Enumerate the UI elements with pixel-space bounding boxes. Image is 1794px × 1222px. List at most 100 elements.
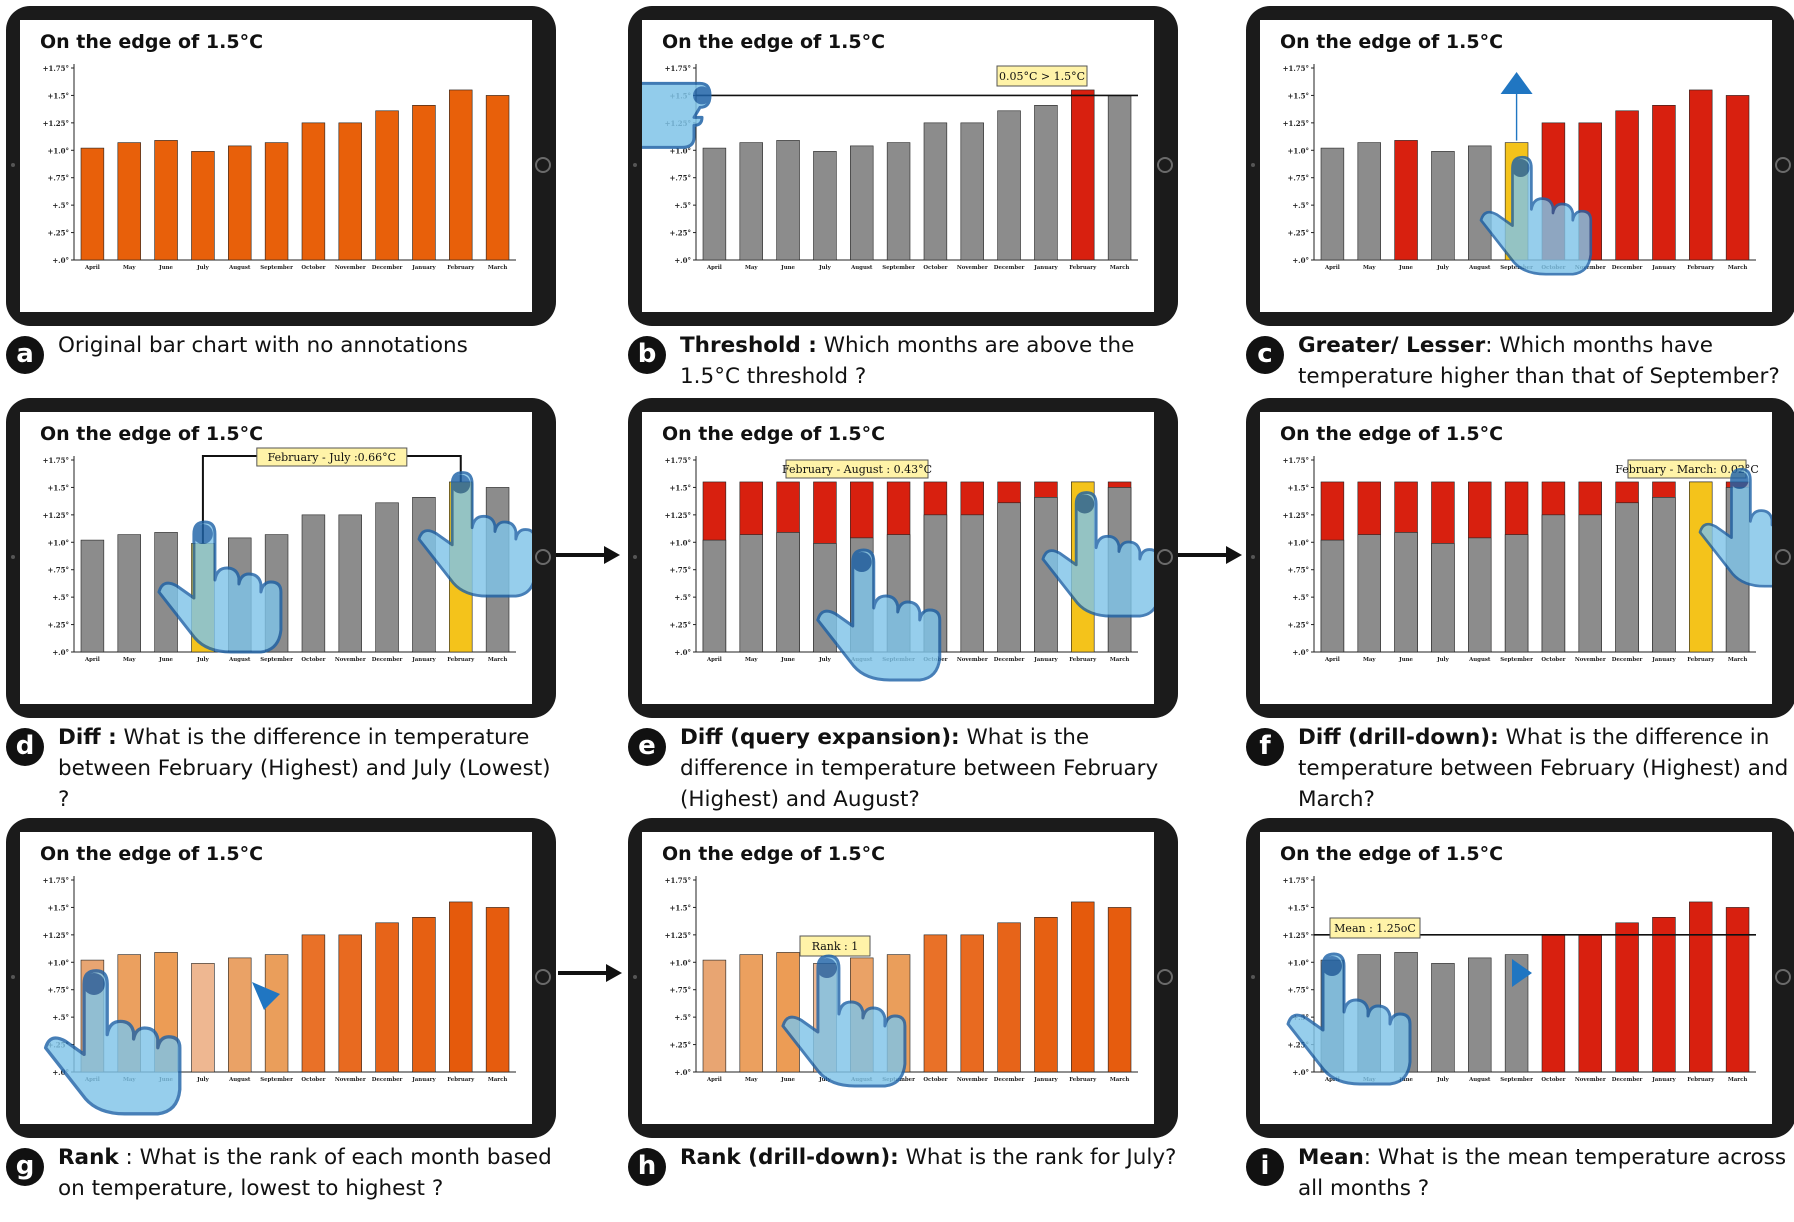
bar-august xyxy=(1468,145,1492,261)
x-tick-label: November xyxy=(957,657,988,663)
home-button[interactable] xyxy=(1775,549,1791,565)
caption: h Rank (drill-down): What is the rank fo… xyxy=(628,1142,1188,1222)
hand-shape xyxy=(781,954,907,1088)
x-tick-label: September xyxy=(260,1077,293,1083)
y-tick-label: +.0° xyxy=(1292,1068,1309,1077)
y-tick-label: +.0° xyxy=(674,1068,691,1077)
caption: e Diff (query expansion): What is the di… xyxy=(628,722,1188,812)
tablet: On the edge of 1.5°C+.0°+.25°+.5°+.75°+1… xyxy=(6,818,556,1138)
bar-august xyxy=(228,145,252,261)
x-tick-label: March xyxy=(488,657,508,663)
bar-october xyxy=(301,514,326,653)
tablet-screen: On the edge of 1.5°C+.0°+.25°+.5°+.75°+1… xyxy=(1260,832,1772,1124)
bar-december xyxy=(1615,922,1639,1073)
y-tick-label: +1.5° xyxy=(47,91,69,100)
hand-shape xyxy=(1286,952,1412,1086)
y-tick-label: +.25° xyxy=(1287,229,1309,238)
bar-october xyxy=(1541,514,1566,653)
tablet: On the edge of 1.5°C+.0°+.25°+.5°+.75°+1… xyxy=(628,6,1178,326)
caption-text: What is the rank for July? xyxy=(898,1145,1177,1170)
y-tick-label: +.5° xyxy=(1292,593,1309,602)
y-tick-label: +1.25° xyxy=(43,931,69,940)
y-tick-label: +.5° xyxy=(52,593,69,602)
x-tick-label: January xyxy=(1033,265,1058,271)
caption-text: Original bar chart with no annotations xyxy=(58,333,468,358)
tablet-screen: On the edge of 1.5°C+.0°+.25°+.5°+.75°+1… xyxy=(1260,412,1772,704)
x-tick-label: October xyxy=(923,265,947,271)
bar-may xyxy=(1357,142,1381,261)
home-button[interactable] xyxy=(535,157,551,173)
bar-april xyxy=(1320,539,1345,653)
x-tick-label: January xyxy=(1033,1077,1058,1083)
y-tick-label: +1.75° xyxy=(1283,456,1309,465)
x-tick-label: February xyxy=(1687,657,1715,663)
caption-bold: Mean xyxy=(1298,1145,1364,1170)
tablet-screen: On the edge of 1.5°C+.0°+.25°+.5°+.75°+1… xyxy=(642,412,1154,704)
caption-text: What is the difference in temperature be… xyxy=(58,725,551,812)
bar-july xyxy=(191,963,215,1073)
chart-title: On the edge of 1.5°C xyxy=(662,31,885,53)
x-tick-label: May xyxy=(123,265,136,271)
home-button[interactable] xyxy=(535,969,551,985)
x-tick-label: June xyxy=(1398,657,1413,663)
bar-april xyxy=(80,147,105,261)
x-tick-label: July xyxy=(818,657,832,663)
x-tick-label: October xyxy=(1541,1077,1565,1083)
y-tick-label: +.25° xyxy=(1287,621,1309,630)
y-tick-label: +1.75° xyxy=(1283,876,1309,885)
x-tick-label: June xyxy=(780,657,795,663)
x-tick-label: November xyxy=(1575,265,1606,271)
tablet-screen: On the edge of 1.5°C+.0°+.25°+.5°+.75°+1… xyxy=(20,20,532,312)
chart-title: On the edge of 1.5°C xyxy=(1280,843,1503,865)
y-tick-label: +.75° xyxy=(47,174,69,183)
x-tick-label: February xyxy=(447,657,475,663)
panel-letter: f xyxy=(1246,728,1284,766)
y-tick-label: +.0° xyxy=(1292,648,1309,657)
bar-june xyxy=(1394,532,1418,653)
bar-august xyxy=(850,145,874,261)
hand-shape xyxy=(816,548,942,682)
x-tick-label: December xyxy=(994,1077,1025,1083)
x-tick-label: February xyxy=(1687,265,1715,271)
x-tick-label: July xyxy=(196,657,210,663)
bar-july xyxy=(1431,543,1455,653)
panel-e: On the edge of 1.5°C +.0° +.25° +.5° +.75° +1… xyxy=(628,398,1178,812)
hand-shape xyxy=(157,520,283,654)
bar-june xyxy=(776,532,800,653)
home-button[interactable] xyxy=(535,549,551,565)
bar-june xyxy=(776,952,800,1073)
x-tick-label: December xyxy=(1612,1077,1643,1083)
home-button[interactable] xyxy=(1775,157,1791,173)
pointing-hand-icon xyxy=(642,81,712,149)
caption: g Rank : What is the rank of each month … xyxy=(6,1142,566,1222)
bar-june xyxy=(1394,140,1418,261)
bar-may xyxy=(1357,534,1381,653)
bar-march xyxy=(1725,907,1750,1073)
panel-d: On the edge of 1.5°C +.0° +.25° +.5° +.75° +1… xyxy=(6,398,556,812)
bar-january xyxy=(1034,105,1058,261)
x-tick-label: April xyxy=(706,265,722,271)
y-tick-label: +1.0° xyxy=(1287,538,1309,547)
bar-january xyxy=(1652,105,1676,261)
home-button[interactable] xyxy=(1775,969,1791,985)
caption-bold: Rank (drill-down): xyxy=(680,1145,899,1170)
y-tick-label: +.75° xyxy=(1287,566,1309,575)
y-tick-label: +.25° xyxy=(669,229,691,238)
hand-pointer-icon xyxy=(43,969,182,1116)
x-tick-label: February xyxy=(447,1077,475,1083)
home-button[interactable] xyxy=(1157,157,1173,173)
y-tick-label: +1.0° xyxy=(1287,958,1309,967)
y-tick-label: +.5° xyxy=(1292,201,1309,210)
home-button[interactable] xyxy=(1157,549,1173,565)
bar-january xyxy=(1652,917,1676,1073)
chart-title: On the edge of 1.5°C xyxy=(40,31,263,53)
bar-february xyxy=(1689,89,1713,261)
bar-november xyxy=(338,514,362,653)
y-tick-label: +1.25° xyxy=(665,931,691,940)
x-tick-label: July xyxy=(1436,265,1450,271)
bar-may xyxy=(739,142,763,261)
y-tick-label: +.0° xyxy=(674,256,691,265)
bar-november xyxy=(1578,934,1602,1073)
x-tick-label: July xyxy=(1436,1077,1450,1083)
home-button[interactable] xyxy=(1157,969,1173,985)
